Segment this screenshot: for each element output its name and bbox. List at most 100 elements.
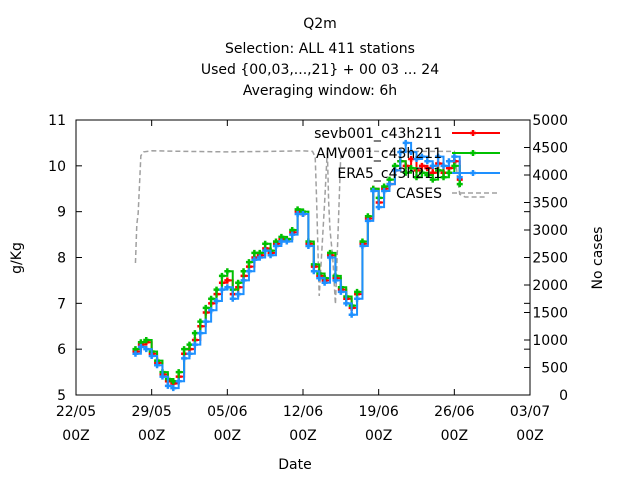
data-point	[262, 247, 269, 254]
data-point	[132, 350, 139, 357]
y2-tick-label: 4000	[532, 168, 568, 184]
x-tick-sublabel: 00Z	[516, 428, 543, 444]
data-point	[300, 210, 306, 217]
y2-tick-label: 2000	[532, 278, 568, 294]
y2-tick-label: 500	[541, 361, 568, 377]
data-point	[413, 174, 420, 181]
data-point	[316, 275, 323, 282]
data-point	[364, 217, 371, 224]
y-tick-label: 11	[48, 113, 66, 129]
data-point	[202, 318, 209, 325]
data-point	[321, 279, 328, 286]
data-point	[197, 318, 204, 325]
chart-subtitle-line-1: Selection: ALL 411 stations	[225, 41, 415, 57]
data-point	[445, 158, 452, 165]
series-CASES	[134, 150, 487, 305]
data-point	[235, 279, 242, 286]
data-point	[370, 188, 377, 195]
legend: sevb001_c43h211 AMV001_c43h211 ERA5_c43h21…	[314, 126, 500, 202]
data-point	[148, 353, 155, 360]
data-point	[191, 330, 198, 337]
y2-axis-label: No cases	[590, 227, 606, 290]
data-point	[440, 162, 447, 169]
y-tick-label: 9	[57, 205, 66, 221]
y-tick-label: 10	[48, 159, 66, 175]
x-tick-sublabel: 00Z	[214, 428, 241, 444]
data-point	[245, 268, 252, 275]
y-axis-label: g/Kg	[9, 242, 25, 274]
data-point	[327, 254, 334, 261]
x-tick-label: 05/06	[207, 404, 247, 420]
x-tick-sublabel: 00Z	[365, 428, 392, 444]
data-point	[278, 238, 285, 245]
x-tick-label: 26/06	[434, 404, 474, 420]
data-point	[224, 268, 231, 275]
x-tick-label: 22/05	[56, 404, 96, 420]
y2-tick-label: 1500	[532, 306, 568, 322]
x-tick-sublabel: 00Z	[138, 428, 165, 444]
data-point	[418, 153, 425, 160]
data-point	[354, 288, 361, 295]
data-point	[408, 155, 415, 162]
data-point	[354, 295, 361, 302]
data-point	[159, 373, 166, 380]
plot-frame	[75, 119, 531, 396]
y2-tick-label: 1000	[532, 333, 568, 349]
legend-label: ERA5_c43h211	[337, 166, 442, 182]
legend-label: sevb001_c43h211	[314, 126, 442, 142]
data-point	[451, 153, 458, 160]
x-tick-label: 29/05	[131, 404, 171, 420]
data-point	[418, 162, 425, 169]
data-point	[208, 307, 215, 314]
data-point	[337, 288, 344, 295]
data-point	[402, 169, 409, 176]
data-point	[283, 238, 290, 245]
x-axis-ticks: 22/05 00Z 29/05 00Z 05/06 00Z 12/06 00Z 19/06 00Z…	[56, 120, 550, 444]
data-point	[154, 362, 161, 369]
legend-marker	[470, 170, 476, 176]
data-point	[245, 259, 252, 266]
data-point	[186, 350, 193, 357]
y-tick-label: 6	[57, 342, 66, 358]
data-point	[181, 355, 188, 362]
data-point	[213, 298, 220, 305]
data-point	[408, 165, 415, 172]
y2-tick-label: 2500	[532, 251, 568, 267]
data-point	[170, 378, 177, 385]
y-tick-label: 7	[57, 296, 66, 312]
data-point	[240, 277, 247, 284]
series-AMV001_c43h211	[132, 158, 463, 385]
data-point	[402, 139, 409, 146]
x-tick-sublabel: 00Z	[289, 428, 316, 444]
data-point	[294, 210, 301, 217]
data-point	[175, 378, 182, 385]
data-point	[218, 286, 225, 293]
y2-axis-ticks: 0 500 1000 1500 2000 2500 3000 3500 4000 4500 5000	[524, 113, 568, 404]
legend-marker	[470, 150, 476, 156]
data-point	[197, 330, 204, 337]
data-point	[418, 169, 425, 176]
data-point	[305, 243, 312, 250]
data-point	[289, 231, 296, 238]
data-point	[310, 268, 317, 275]
data-point	[429, 176, 436, 183]
data-point	[408, 149, 415, 156]
y2-tick-label: 5000	[532, 113, 568, 129]
data-point	[397, 149, 404, 156]
data-point	[435, 153, 442, 160]
data-point	[424, 165, 431, 172]
chart-subtitle-line-3: Averaging window: 6h	[242, 83, 398, 99]
y-tick-label: 5	[57, 388, 66, 404]
y-tick-label: 8	[57, 251, 66, 267]
legend-label: AMV001_c43h211	[316, 146, 442, 162]
data-point	[343, 300, 350, 307]
data-point	[451, 162, 458, 169]
y2-tick-label: 4500	[532, 141, 568, 157]
data-point	[175, 369, 182, 376]
data-point	[181, 346, 188, 353]
data-point	[456, 181, 463, 188]
data-point	[424, 158, 431, 165]
y2-tick-label: 3000	[532, 223, 568, 239]
data-point	[213, 286, 220, 293]
data-point	[235, 291, 242, 298]
